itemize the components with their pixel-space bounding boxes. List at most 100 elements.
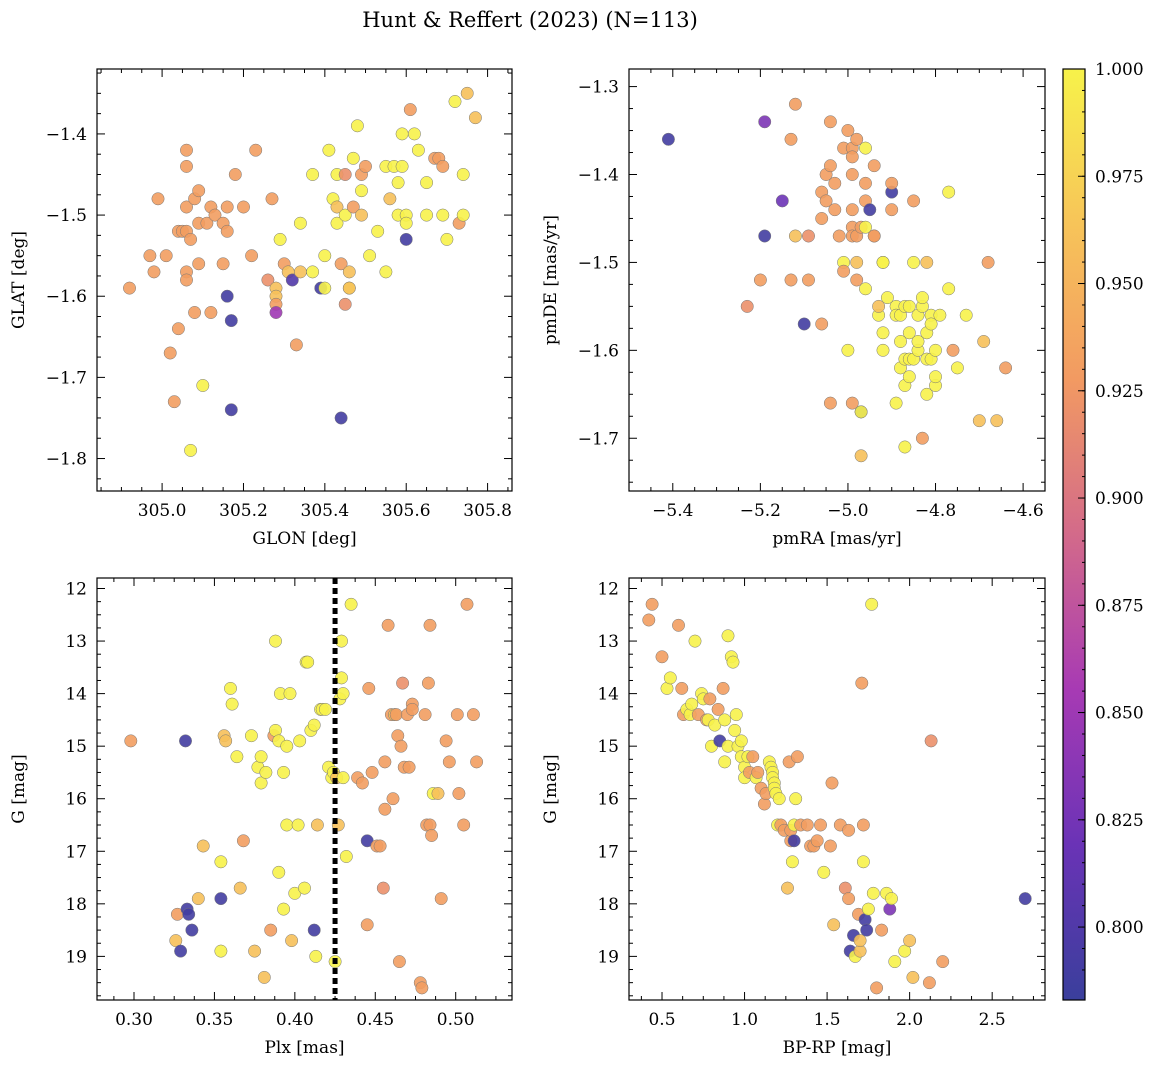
data-point	[389, 708, 403, 722]
data-point	[924, 317, 938, 331]
data-point	[277, 765, 291, 779]
x-tick-label: −5.2	[740, 501, 781, 521]
data-point	[291, 818, 305, 832]
data-point	[264, 923, 278, 937]
data-point	[180, 200, 193, 214]
data-point	[853, 934, 867, 948]
x-tick-label: 0.35	[195, 1010, 233, 1030]
data-point	[790, 750, 804, 764]
data-point	[196, 839, 210, 853]
data-point	[751, 765, 765, 779]
data-point	[123, 281, 136, 295]
data-point	[470, 755, 484, 769]
y-tick-label: 19	[597, 947, 619, 967]
data-point	[850, 273, 864, 287]
y-tick-label: −1.7	[578, 429, 619, 449]
data-point	[283, 687, 297, 701]
data-point	[902, 326, 916, 340]
x-tick-label: 305.4	[301, 501, 350, 521]
data-point	[208, 208, 222, 222]
data-point	[672, 618, 685, 632]
data-point	[285, 934, 299, 948]
data-point	[214, 944, 228, 958]
x-tick-label: 305.8	[463, 501, 512, 521]
data-point	[663, 671, 677, 685]
data-point	[330, 200, 344, 214]
data-point	[911, 335, 925, 348]
data-point	[950, 361, 964, 375]
data-point	[867, 229, 881, 243]
data-point	[322, 143, 336, 157]
data-point	[716, 681, 730, 695]
data-point	[814, 818, 827, 832]
data-point	[269, 306, 283, 319]
data-point	[856, 855, 870, 869]
data-point	[224, 681, 237, 695]
data-point	[841, 124, 855, 137]
data-point	[355, 184, 368, 198]
data-point	[272, 865, 286, 879]
y-tick-label: −1.4	[578, 166, 619, 186]
panel-plx-g: 0.30 0.35 0.40 0.45 0.50 12 13 14 15 16 17 18 19 Plx …	[9, 577, 513, 1058]
data-point	[399, 216, 413, 230]
colorbar: 0.800 0.825 0.850 0.875 0.900 0.925 0.950 0.975…	[1062, 60, 1144, 1001]
data-point	[784, 132, 798, 146]
data-point	[442, 755, 456, 769]
data-point	[942, 282, 956, 296]
data-point	[124, 734, 138, 748]
data-point	[842, 823, 856, 837]
data-point	[758, 229, 772, 243]
data-point	[875, 923, 889, 937]
data-point	[797, 317, 811, 331]
x-axis-label: Plx [mas]	[264, 1038, 344, 1058]
data-point	[245, 249, 259, 263]
y-tick-label: −1.5	[46, 206, 87, 226]
data-point	[248, 944, 262, 958]
data-point	[907, 194, 921, 208]
data-point	[237, 200, 250, 214]
data-point	[318, 249, 332, 263]
data-point	[228, 168, 242, 181]
x-tick-label: 1.0	[731, 1010, 758, 1030]
data-point	[421, 676, 435, 690]
axes-frame	[96, 68, 513, 492]
data-point	[832, 229, 846, 243]
data-point	[376, 881, 390, 895]
y-axis-label: G [mag]	[9, 754, 29, 823]
data-point	[854, 405, 868, 419]
axes-frame	[628, 577, 1046, 1001]
scatter-points	[642, 597, 1032, 995]
data-point	[359, 159, 372, 173]
x-tick-label: 0.5	[648, 1010, 675, 1030]
data-point	[825, 776, 839, 790]
y-tick-label: 12	[65, 580, 87, 600]
colorbar-tick-label: 0.825	[1095, 811, 1144, 831]
data-point	[306, 265, 320, 279]
data-point	[728, 723, 742, 737]
data-point	[785, 855, 799, 869]
x-tick-label: 0.45	[356, 1010, 394, 1030]
data-point	[342, 281, 356, 295]
data-point	[171, 322, 185, 336]
data-point	[423, 618, 437, 632]
data-point	[330, 216, 344, 230]
data-point	[859, 176, 872, 190]
data-point	[788, 229, 802, 243]
data-point	[257, 970, 271, 984]
colorbar-tick-label: 0.925	[1095, 382, 1144, 402]
data-point	[746, 750, 760, 764]
data-point	[920, 255, 934, 269]
data-point	[781, 881, 794, 895]
data-point	[889, 396, 903, 410]
y-axis-label: GLAT [deg]	[9, 231, 29, 329]
data-point	[293, 265, 307, 279]
colorbar-tick-label: 0.875	[1095, 596, 1144, 616]
data-point	[855, 676, 869, 690]
data-point	[289, 338, 303, 352]
panel-bprp-g: 0.5 1.0 1.5 2.0 2.5 12 13 14 15 16 17 18 19 BP-RP [ma…	[541, 577, 1046, 1058]
data-point	[863, 203, 877, 217]
data-point	[990, 414, 1004, 428]
scatter-points	[124, 597, 484, 995]
y-tick-label: 16	[65, 790, 87, 810]
